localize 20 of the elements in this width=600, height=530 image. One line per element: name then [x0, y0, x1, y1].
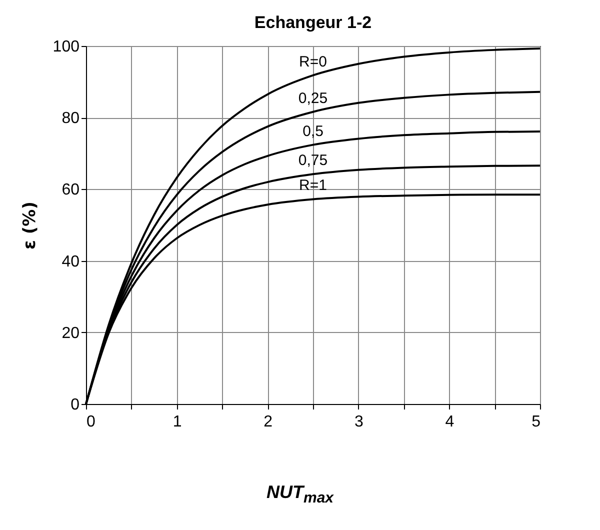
x-tick-label: 5	[532, 414, 541, 430]
x-tick-label: 3	[354, 414, 364, 430]
x-tick-label: 1	[172, 414, 182, 430]
series-label: 0,75	[298, 152, 328, 170]
x-tick-label: 2	[264, 414, 273, 430]
x-tick-label: 4	[445, 414, 454, 430]
series-label: 0,25	[298, 90, 328, 107]
y-tick-label: 100	[52, 38, 80, 56]
y-axis-title: ε (%)	[20, 202, 40, 250]
y-tick-label: 40	[62, 253, 80, 270]
chart-title: Echangeur 1-2	[254, 13, 372, 32]
x-tick-label: 0	[86, 414, 96, 430]
series-label: 0,5	[302, 122, 324, 140]
y-tick-label: 80	[62, 110, 80, 128]
y-tick-label: 20	[62, 324, 80, 342]
y-tick-label: 60	[62, 182, 80, 199]
y-tick-label: 0	[70, 396, 80, 414]
series-label: R=0	[299, 53, 327, 70]
x-axis-title: NUT$_{max}$	[265, 482, 335, 507]
series-label: R=1	[299, 177, 327, 194]
